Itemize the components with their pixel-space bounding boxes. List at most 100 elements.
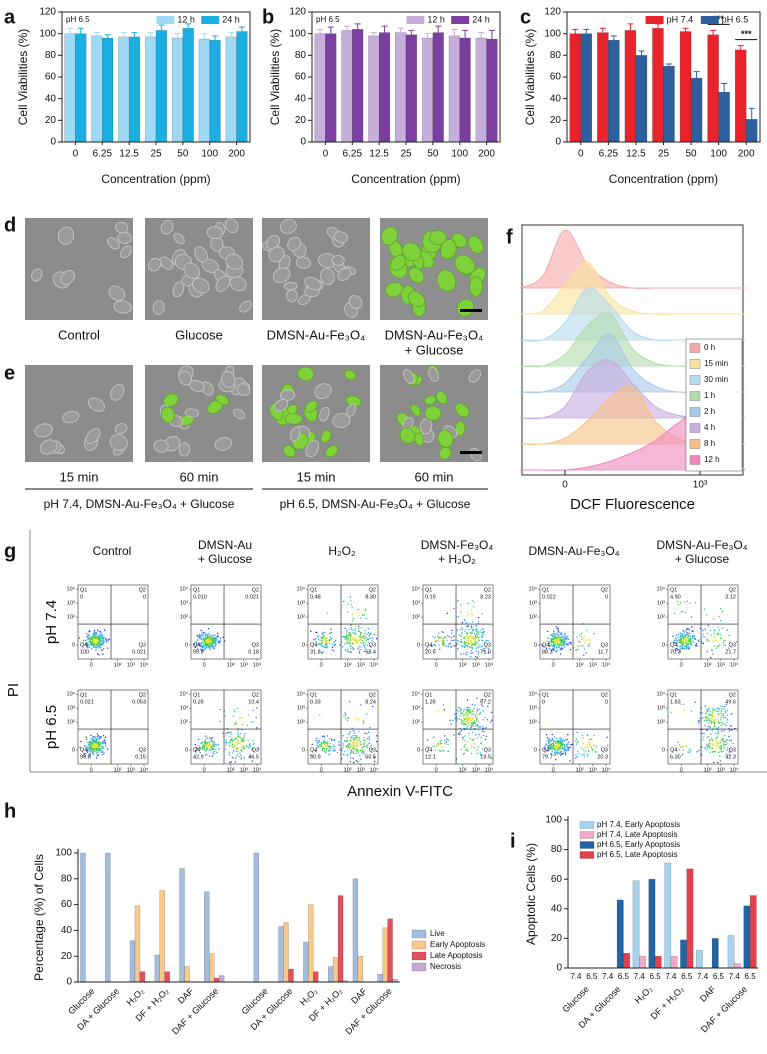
event-dot xyxy=(477,720,479,723)
event-dot xyxy=(708,715,710,717)
event-dot xyxy=(197,738,200,741)
event-dot xyxy=(329,748,331,750)
event-dot xyxy=(595,751,598,753)
x-tick-label: 10² xyxy=(459,662,467,668)
event-dot xyxy=(441,746,443,748)
legend-label: 12 h xyxy=(704,455,720,464)
event-dot xyxy=(701,746,703,748)
event-dot xyxy=(724,712,727,714)
event-dot xyxy=(352,629,354,632)
event-dot xyxy=(216,641,219,643)
y-tick-label: 10³ xyxy=(297,601,305,607)
y-tick-label: 10⁴ xyxy=(297,691,306,698)
event-dot xyxy=(207,748,209,750)
event-dot xyxy=(89,640,92,643)
quadrant-value: 49.6 xyxy=(725,699,736,705)
event-dot xyxy=(478,639,480,642)
event-dot xyxy=(705,716,708,718)
event-dot xyxy=(713,629,716,631)
event-dot xyxy=(708,745,711,747)
x-tick-label: 10² xyxy=(576,662,584,668)
event-dot xyxy=(230,740,232,742)
event-dot xyxy=(442,631,444,633)
event-dot xyxy=(559,742,562,745)
event-dot xyxy=(710,656,712,659)
event-dot xyxy=(88,638,90,641)
quadrant-name: Q3 xyxy=(729,642,736,648)
event-dot xyxy=(93,634,96,636)
quadrant-value: 0 xyxy=(542,699,545,705)
event-dot xyxy=(473,637,475,639)
y-tick-label: 10² xyxy=(297,720,305,726)
event-dot xyxy=(583,753,585,756)
event-dot xyxy=(466,716,468,718)
y-tick-label: 10² xyxy=(67,720,75,726)
event-dot xyxy=(466,645,468,647)
event-dot xyxy=(479,711,482,714)
event-dot xyxy=(317,747,319,749)
event-dot xyxy=(469,718,471,720)
y-tick-label: 60 xyxy=(45,72,57,83)
event-dot xyxy=(211,748,213,751)
event-dot xyxy=(713,716,716,718)
event-dot xyxy=(432,636,434,638)
event-dot xyxy=(98,744,100,747)
event-dot xyxy=(582,737,584,739)
event-dot xyxy=(452,719,454,722)
bar xyxy=(670,955,678,969)
quadrant-name: Q4 xyxy=(542,642,549,648)
bar xyxy=(171,37,184,143)
event-dot xyxy=(311,743,313,746)
event-dot xyxy=(203,643,205,646)
event-dot xyxy=(487,647,490,650)
x-tick-label: 10² xyxy=(576,767,584,773)
bar xyxy=(159,890,165,983)
x-tick-label: 10² xyxy=(459,767,467,773)
panel-label: g xyxy=(4,540,16,562)
event-dot xyxy=(475,647,478,649)
event-dot xyxy=(469,646,471,649)
event-dot xyxy=(723,747,725,749)
quadrant-name: Q4 xyxy=(310,747,317,753)
event-dot xyxy=(243,736,245,738)
event-dot xyxy=(438,632,440,635)
caption: 60 min xyxy=(414,469,453,484)
event-dot xyxy=(545,647,548,649)
x-tick-label: 10⁴ xyxy=(140,766,149,773)
event-dot xyxy=(554,742,557,744)
event-dot xyxy=(347,640,349,642)
event-dot xyxy=(462,719,464,722)
event-dot xyxy=(352,735,354,737)
event-dot xyxy=(361,749,364,752)
event-dot xyxy=(554,639,557,641)
event-dot xyxy=(469,738,471,740)
column-title: DMSN-Fe₃O₄ xyxy=(421,538,494,552)
event-dot xyxy=(697,639,699,641)
event-dot xyxy=(475,642,477,645)
event-dot xyxy=(343,715,345,717)
bar xyxy=(648,879,656,969)
event-dot xyxy=(198,745,201,747)
y-tick-label: 10⁴ xyxy=(657,691,666,698)
event-dot xyxy=(208,645,210,647)
event-dot xyxy=(100,642,103,645)
event-dot xyxy=(222,732,224,734)
event-dot xyxy=(437,742,439,745)
event-dot xyxy=(718,629,721,631)
event-dot xyxy=(576,750,579,753)
bar xyxy=(314,33,326,143)
event-dot xyxy=(326,747,328,750)
event-dot xyxy=(87,741,89,744)
event-dot xyxy=(193,643,196,645)
event-dot xyxy=(560,643,563,645)
event-dot xyxy=(718,709,721,711)
event-dot xyxy=(476,630,478,633)
event-dot xyxy=(214,642,217,645)
bar xyxy=(686,868,694,969)
event-dot xyxy=(201,631,204,633)
event-dot xyxy=(554,740,556,743)
event-dot xyxy=(548,648,551,650)
event-dot xyxy=(586,755,589,757)
event-dot xyxy=(676,600,679,603)
event-dot xyxy=(100,750,102,752)
